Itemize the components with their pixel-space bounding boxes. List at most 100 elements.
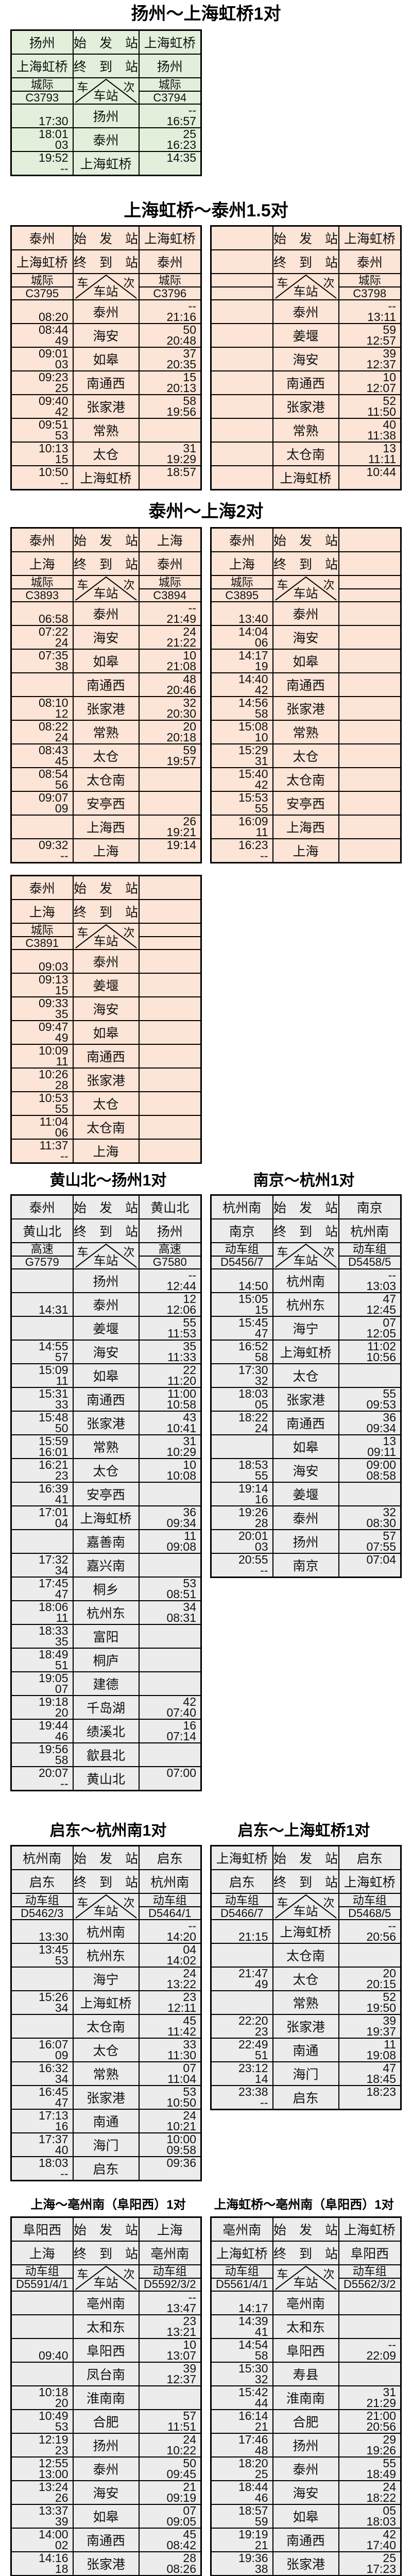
station-name: 杭州东 [272, 1292, 339, 1317]
arrival-time [340, 2303, 400, 2314]
station-name: 如皋 [72, 1363, 140, 1388]
time-cell-up: 23 12:11 [138, 1990, 202, 2015]
departure-time [212, 359, 272, 370]
section-s2: 上海虹桥～泰州1.5对 泰州始 发 站上海虹桥 上海虹桥终 到 站泰州 城际车次车站城… [0, 201, 412, 491]
departure-time: 39 [383, 347, 396, 361]
departure-time: 07 [55, 1682, 68, 1696]
departure-time [212, 1447, 272, 1458]
arrival-time: 18:22 [238, 1411, 268, 1424]
header-row: D5456/7 D5458/5 [210, 1255, 402, 1269]
station-row: 13:40 泰州 [210, 601, 402, 626]
time-cell-down [10, 1268, 74, 1293]
station-name: 泰州 [272, 601, 339, 626]
departure-time: 25 [183, 128, 196, 141]
departure-time: -- [188, 104, 196, 117]
time-cell-down: 23:12 14 [210, 2061, 273, 2087]
time-cell-down: 19:19 21 [210, 2527, 273, 2552]
station-name: 姜堰 [72, 1315, 140, 1341]
time-cell-down [210, 442, 273, 467]
diagonal-header: 车 次车站 [74, 576, 139, 601]
departure-time: 58 [254, 2348, 268, 2362]
arrival-time: 18:01 [38, 128, 68, 141]
departure-time [340, 603, 400, 614]
time-cell-up [138, 1020, 202, 1045]
time-cell-up: 36 09:34 [138, 1505, 202, 1530]
time-cell-down: 16:14 21 [210, 2409, 273, 2434]
time-cell-up: 10 12:07 [338, 370, 402, 396]
time-cell-down: 10:26 28 [10, 1067, 74, 1093]
time-cell-up [338, 791, 402, 816]
station-row: 10:26 28 张家港 [10, 1067, 202, 1093]
arrival-time: 17:45 [38, 1577, 68, 1590]
departure-time: 14:17 [238, 2301, 268, 2315]
header-cell-left: 泰州 [10, 225, 74, 251]
arrival-time: 07:55 [366, 1539, 396, 1553]
station-name: 常熟 [272, 1990, 339, 2015]
arrival-time: 09:19 [166, 2490, 196, 2504]
diagonal-lines-icon [273, 576, 338, 601]
departure-time [340, 1944, 400, 1955]
departure-time: 32 [183, 697, 196, 710]
train-number-left: D5462/3 [10, 1906, 74, 1921]
time-cell-up [338, 720, 402, 745]
header-row: 城际车次车站 城际 [10, 273, 202, 301]
station-name: 南通西 [272, 672, 339, 698]
departure-time: 09 [55, 2048, 68, 2062]
arrival-time: 20:56 [366, 2419, 396, 2433]
time-cell-up: 31 19:29 [138, 442, 202, 467]
arrival-time: 14:39 [238, 2314, 268, 2328]
station-row: 06:58 泰州 -- 21:49 [10, 601, 202, 626]
time-cell-down: 15:59 16:01 [10, 1434, 74, 1459]
section-title: 上海～亳州南（阜阳西）1对 [30, 2198, 186, 2212]
departure-time: 05 [383, 2504, 396, 2517]
arrival-time [340, 2327, 400, 2337]
time-cell-down [210, 347, 273, 372]
time-cell-down: 18:03 05 [210, 1386, 273, 1412]
time-cell-up: 24 13:22 [138, 1967, 202, 1992]
departure-time: 24 [254, 1421, 268, 1435]
departure-time: 16 [183, 1719, 196, 1732]
time-cell-down [210, 1434, 273, 1459]
station-name: 海安 [72, 996, 140, 1022]
time-cell-down: 08:54 56 [10, 767, 74, 792]
time-cell-up: 45 11:42 [138, 2014, 202, 2039]
tables-column-right: 杭州南始 发 站南京 南京终 到 站杭州南 动车组车次车站 动车组 D5456/7 D54… [210, 1194, 402, 1578]
station-row: 09:47 49 如皋 [10, 1020, 202, 1045]
time-cell-up: 26 19:21 [138, 815, 202, 840]
time-cell-down: 09:07 09 [10, 791, 74, 816]
station-name: 海安 [72, 1339, 140, 1364]
train-label: 车 [77, 926, 89, 940]
train-label: 车 [277, 1896, 288, 1910]
time-cell-up: 12 12:06 [138, 1292, 202, 1317]
station-row: 09:01 03 如皋 37 20:35 [10, 347, 202, 372]
train-kind-right: 城际 [138, 273, 202, 288]
arrival-time: 09:23 [38, 371, 68, 384]
time-cell-down: 17:46 48 [210, 2432, 273, 2458]
departure-time: 24 [183, 625, 196, 639]
time-cell-down: 07:22 24 [10, 625, 74, 650]
header-cell-left [210, 249, 273, 275]
header-row: D5466/7 D5468/5 [210, 1906, 402, 1921]
arrival-time: 08:22 [38, 720, 68, 734]
station-name: 安亭西 [72, 791, 140, 816]
time-cell-up: 42 17:40 [338, 2527, 402, 2552]
arrival-time: 17:23 [366, 2562, 396, 2575]
time-cell-up [338, 696, 402, 721]
arrival-time: 13:21 [166, 2325, 196, 2338]
time-cell-up [338, 1481, 402, 1506]
arrival-time: 18:03 [38, 2157, 68, 2170]
arrival-time [12, 2316, 72, 2327]
header-cell-left: 上海虹桥 [10, 249, 74, 275]
arrival-time: 15:40 [238, 768, 268, 781]
station-row: 16:14 21 合肥 21:00 20:56 [210, 2409, 402, 2434]
arrival-time: 15:29 [238, 744, 268, 757]
section-s3: 泰州～上海2对 泰州始 发 站上海 上海终 到 站泰州 城际车次车站 城际 C3893 C3… [0, 502, 412, 1164]
departure-time: -- [60, 476, 68, 490]
section-title: 黄山北～扬州1对 [49, 1172, 167, 1190]
time-cell-down: 17:32 34 [10, 1552, 74, 1578]
station-name: 杭州南 [272, 1268, 339, 1293]
number-label: 次 [323, 1245, 335, 1259]
departure-time: 40 [383, 418, 396, 432]
arrival-time: 19:56 [38, 1742, 68, 1756]
header-cell-left: 上海虹桥 [210, 2240, 273, 2265]
